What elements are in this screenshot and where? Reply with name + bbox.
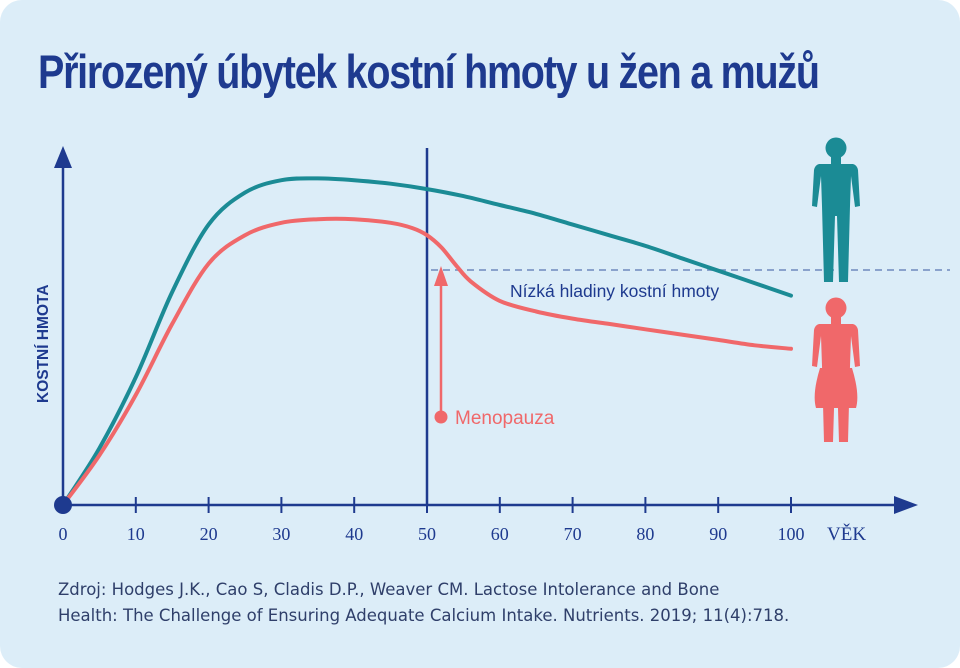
menopause-dot [434,410,448,424]
male-figure-icon [812,137,860,282]
low-bone-mass-label: Nízká hladiny kostní hmoty [510,281,719,301]
x-tick-label-70: 70 [564,524,582,544]
x-tick-label-10: 10 [127,524,145,544]
y-axis-label: KOSTNÍ HMOTA [35,284,52,403]
x-tick-label-40: 40 [345,524,363,544]
x-tick-label-0: 0 [59,524,68,544]
x-tick-label-60: 60 [491,524,509,544]
menopause-arrowhead [434,266,448,286]
source-line-1: Zdroj: Hodges J.K., Cao S, Cladis D.P., … [58,580,720,599]
x-tick-label-90: 90 [709,524,727,544]
chart-title: Přirozený úbytek kostní hmoty u žen a mu… [38,45,820,98]
x-tick-label-80: 80 [636,524,654,544]
women-bone-mass-line [61,216,793,507]
female-figure-icon [812,297,860,442]
x-tick-label-30: 30 [272,524,290,544]
x-tick-label-100: 100 [778,524,805,544]
source-line-2: Health: The Challenge of Ensuring Adequa… [58,606,790,625]
x-tick-label-20: 20 [200,524,218,544]
x-axis-arrow [894,496,918,514]
x-axis-label: VĚK [827,523,866,545]
origin-dot [54,496,72,514]
y-axis-arrow [54,146,72,168]
source-citation: Zdroj: Hodges J.K., Cao S, Cladis D.P., … [58,577,789,629]
menopause-label: Menopauza [455,408,555,429]
x-tick-label-50: 50 [418,524,436,544]
men-bone-mass-line [61,176,793,507]
